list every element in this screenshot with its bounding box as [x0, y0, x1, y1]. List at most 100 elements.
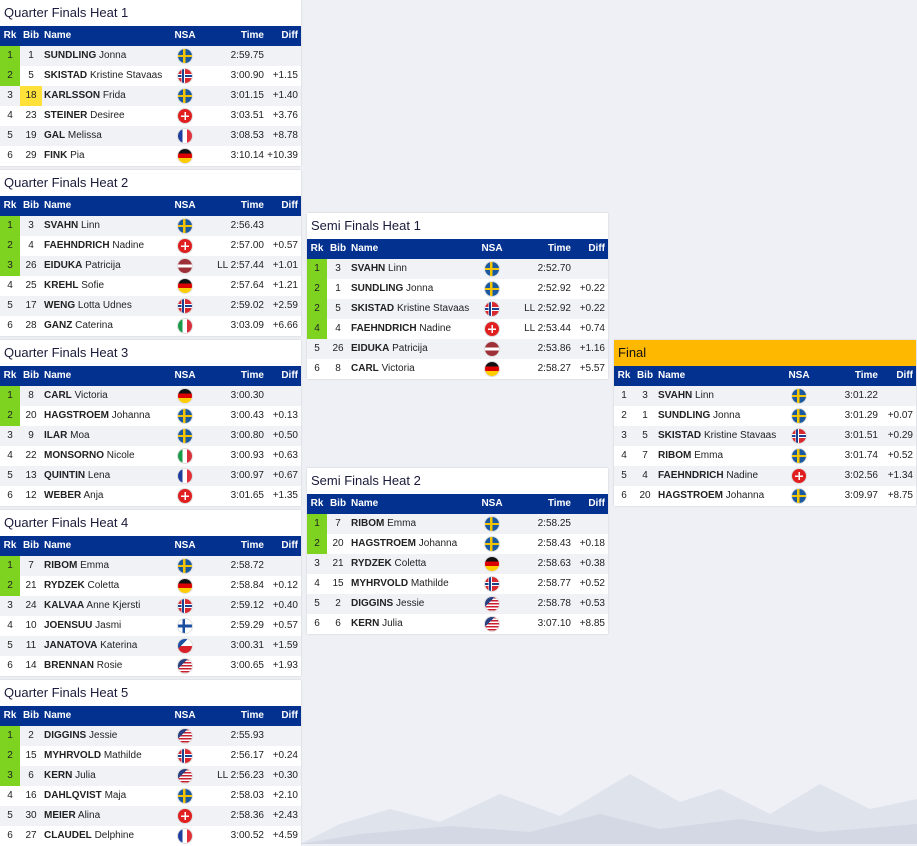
header-bib[interactable]: Bib	[22, 370, 40, 381]
header-bib[interactable]: Bib	[329, 498, 347, 509]
table-row[interactable]: 3 5 SKISTAD Kristine Stavaas 3:01.51 +0.…	[614, 426, 916, 446]
table-row[interactable]: 1 2 DIGGINS Jessie 2:55.93	[0, 726, 301, 746]
athlete-name[interactable]: MYHRVOLD Mathilde	[349, 574, 477, 594]
table-row[interactable]: 2 5 SKISTAD Kristine Stavaas 3:00.90 +1.…	[0, 66, 301, 86]
header-nsa[interactable]: NSA	[174, 540, 196, 551]
header-bib[interactable]: Bib	[22, 200, 40, 211]
table-row[interactable]: 4 7 RIBOM Emma 3:01.74 +0.52	[614, 446, 916, 466]
table-row[interactable]: 1 1 SUNDLING Jonna 2:59.75	[0, 46, 301, 66]
athlete-name[interactable]: STEINER Desiree	[42, 106, 170, 126]
header-rk[interactable]: Rk	[310, 243, 324, 254]
athlete-name[interactable]: SUNDLING Jonna	[656, 406, 784, 426]
athlete-name[interactable]: WENG Lotta Udnes	[42, 296, 170, 316]
header-name[interactable]: Name	[351, 243, 379, 254]
table-row[interactable]: 1 3 SVAHN Linn 2:56.43	[0, 216, 301, 236]
athlete-name[interactable]: RIBOM Emma	[349, 514, 477, 534]
athlete-name[interactable]: DIGGINS Jessie	[349, 594, 477, 614]
header-diff[interactable]: Diff	[281, 540, 298, 551]
table-row[interactable]: 2 5 SKISTAD Kristine Stavaas LL 2:52.92 …	[307, 299, 608, 319]
table-row[interactable]: 4 16 DAHLQVIST Maja 2:58.03 +2.10	[0, 786, 301, 806]
header-rk[interactable]: Rk	[3, 370, 17, 381]
header-time[interactable]: Time	[240, 710, 264, 721]
table-row[interactable]: 1 3 SVAHN Linn 3:01.22	[614, 386, 916, 406]
athlete-name[interactable]: FAEHNDRICH Nadine	[349, 319, 477, 339]
header-time[interactable]: Time	[547, 498, 571, 509]
table-row[interactable]: 2 20 HAGSTROEM Johanna 3:00.43 +0.13	[0, 406, 301, 426]
header-diff[interactable]: Diff	[281, 200, 298, 211]
table-row[interactable]: 2 1 SUNDLING Jonna 2:52.92 +0.22	[307, 279, 608, 299]
header-diff[interactable]: Diff	[281, 30, 298, 41]
athlete-name[interactable]: DIGGINS Jessie	[42, 726, 170, 746]
table-row[interactable]: 6 28 GANZ Caterina 3:03.09 +6.66	[0, 316, 301, 336]
athlete-name[interactable]: GAL Melissa	[42, 126, 170, 146]
header-nsa[interactable]: NSA	[481, 498, 503, 509]
table-row[interactable]: 2 20 HAGSTROEM Johanna 2:58.43 +0.18	[307, 534, 608, 554]
table-row[interactable]: 4 23 STEINER Desiree 3:03.51 +3.76	[0, 106, 301, 126]
athlete-name[interactable]: FINK Pia	[42, 146, 170, 166]
athlete-name[interactable]: RYDZEK Coletta	[349, 554, 477, 574]
athlete-name[interactable]: QUINTIN Lena	[42, 466, 170, 486]
header-name[interactable]: Name	[351, 498, 379, 509]
athlete-name[interactable]: RIBOM Emma	[656, 446, 784, 466]
table-row[interactable]: 6 6 KERN Julia 3:07.10 +8.85	[307, 614, 608, 634]
header-nsa[interactable]: NSA	[174, 200, 196, 211]
table-row[interactable]: 6 14 BRENNAN Rosie 3:00.65 +1.93	[0, 656, 301, 676]
athlete-name[interactable]: FAEHNDRICH Nadine	[42, 236, 170, 256]
athlete-name[interactable]: EIDUKA Patricija	[42, 256, 170, 276]
header-nsa[interactable]: NSA	[174, 30, 196, 41]
header-diff[interactable]: Diff	[281, 370, 298, 381]
header-bib[interactable]: Bib	[636, 370, 654, 381]
table-row[interactable]: 2 1 SUNDLING Jonna 3:01.29 +0.07	[614, 406, 916, 426]
header-nsa[interactable]: NSA	[174, 370, 196, 381]
athlete-name[interactable]: SKISTAD Kristine Stavaas	[349, 299, 477, 319]
table-row[interactable]: 1 7 RIBOM Emma 2:58.25	[307, 514, 608, 534]
table-row[interactable]: 5 19 GAL Melissa 3:08.53 +8.78	[0, 126, 301, 146]
table-row[interactable]: 5 30 MEIER Alina 2:58.36 +2.43	[0, 806, 301, 826]
header-rk[interactable]: Rk	[3, 710, 17, 721]
athlete-name[interactable]: SVAHN Linn	[349, 259, 477, 279]
table-row[interactable]: 6 8 CARL Victoria 2:58.27 +5.57	[307, 359, 608, 379]
header-nsa[interactable]: NSA	[174, 710, 196, 721]
table-row[interactable]: 5 4 FAEHNDRICH Nadine 3:02.56 +1.34	[614, 466, 916, 486]
athlete-name[interactable]: CLAUDEL Delphine	[42, 826, 170, 846]
athlete-name[interactable]: HAGSTROEM Johanna	[349, 534, 477, 554]
header-name[interactable]: Name	[658, 370, 686, 381]
table-row[interactable]: 4 4 FAEHNDRICH Nadine LL 2:53.44 +0.74	[307, 319, 608, 339]
table-row[interactable]: 4 10 JOENSUU Jasmi 2:59.29 +0.57	[0, 616, 301, 636]
header-bib[interactable]: Bib	[22, 30, 40, 41]
table-row[interactable]: 3 21 RYDZEK Coletta 2:58.63 +0.38	[307, 554, 608, 574]
header-rk[interactable]: Rk	[3, 200, 17, 211]
athlete-name[interactable]: ILAR Moa	[42, 426, 170, 446]
table-row[interactable]: 3 18 KARLSSON Frida 3:01.15 +1.40	[0, 86, 301, 106]
athlete-name[interactable]: JOENSUU Jasmi	[42, 616, 170, 636]
header-time[interactable]: Time	[240, 30, 264, 41]
table-row[interactable]: 1 7 RIBOM Emma 2:58.72	[0, 556, 301, 576]
table-row[interactable]: 6 20 HAGSTROEM Johanna 3:09.97 +8.75	[614, 486, 916, 506]
header-bib[interactable]: Bib	[22, 710, 40, 721]
athlete-name[interactable]: JANATOVA Katerina	[42, 636, 170, 656]
header-nsa[interactable]: NSA	[788, 370, 810, 381]
athlete-name[interactable]: KERN Julia	[349, 614, 477, 634]
athlete-name[interactable]: GANZ Caterina	[42, 316, 170, 336]
header-time[interactable]: Time	[240, 200, 264, 211]
table-row[interactable]: 5 17 WENG Lotta Udnes 2:59.02 +2.59	[0, 296, 301, 316]
header-nsa[interactable]: NSA	[481, 243, 503, 254]
header-time[interactable]: Time	[240, 540, 264, 551]
athlete-name[interactable]: KARLSSON Frida	[42, 86, 170, 106]
table-row[interactable]: 4 15 MYHRVOLD Mathilde 2:58.77 +0.52	[307, 574, 608, 594]
athlete-name[interactable]: SKISTAD Kristine Stavaas	[656, 426, 784, 446]
header-diff[interactable]: Diff	[281, 710, 298, 721]
header-diff[interactable]: Diff	[588, 243, 605, 254]
athlete-name[interactable]: CARL Victoria	[42, 386, 170, 406]
athlete-name[interactable]: KERN Julia	[42, 766, 170, 786]
header-rk[interactable]: Rk	[3, 30, 17, 41]
athlete-name[interactable]: SVAHN Linn	[656, 386, 784, 406]
athlete-name[interactable]: DAHLQVIST Maja	[42, 786, 170, 806]
athlete-name[interactable]: MYHRVOLD Mathilde	[42, 746, 170, 766]
table-row[interactable]: 3 26 EIDUKA Patricija LL 2:57.44 +1.01	[0, 256, 301, 276]
athlete-name[interactable]: SVAHN Linn	[42, 216, 170, 236]
table-row[interactable]: 6 12 WEBER Anja 3:01.65 +1.35	[0, 486, 301, 506]
table-row[interactable]: 2 15 MYHRVOLD Mathilde 2:56.17 +0.24	[0, 746, 301, 766]
header-rk[interactable]: Rk	[310, 498, 324, 509]
athlete-name[interactable]: BRENNAN Rosie	[42, 656, 170, 676]
